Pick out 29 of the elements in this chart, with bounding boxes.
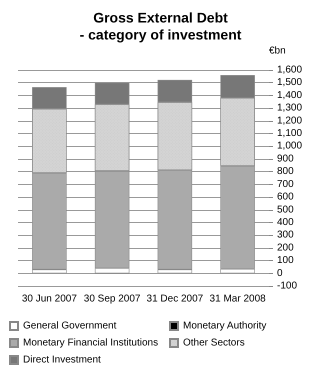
y-tick-label: 100 [277, 255, 294, 266]
y-tick-label: 900 [277, 153, 294, 164]
y-tick-label: 1,200 [277, 115, 302, 126]
y-tick-label: 1,100 [277, 128, 302, 140]
y-tick-label: 0 [277, 268, 283, 279]
legend-label: Monetary Authority [183, 320, 266, 332]
y-tick-label: 200 [277, 242, 294, 254]
y-tick-label: 1,500 [277, 77, 302, 88]
y-tick-label: 1,300 [277, 102, 302, 114]
y-tick-label: 1,600 [277, 64, 302, 76]
legend-label: Direct Investment [23, 354, 102, 366]
y-tick-label: 1,400 [277, 90, 302, 101]
x-tick-label: 30 Jun 2007 [22, 294, 78, 304]
y-tick-label: 500 [277, 204, 294, 216]
y-tick-label: -100 [277, 280, 298, 292]
y-tick-label: 300 [277, 230, 294, 241]
x-tick-label: 30 Sep 2007 [84, 294, 141, 304]
y-tick-label: 400 [277, 216, 294, 228]
legend-label: Monetary Financial Institutions [23, 338, 158, 348]
y-axis-title: €bn [269, 46, 286, 56]
y-tick-label: 800 [277, 166, 294, 178]
y-tick-label: 600 [277, 192, 294, 203]
legend-label: General Government [23, 320, 117, 332]
x-tick-label: 31 Mar 2008 [210, 294, 266, 304]
x-tick-label: 31 Dec 2007 [146, 294, 204, 304]
chart-title: Gross External Debt - category of investment [80, 10, 242, 42]
y-tick-label: 1,000 [277, 140, 302, 152]
legend-label: Other Sectors [183, 338, 245, 348]
y-tick-label: 700 [277, 178, 294, 190]
